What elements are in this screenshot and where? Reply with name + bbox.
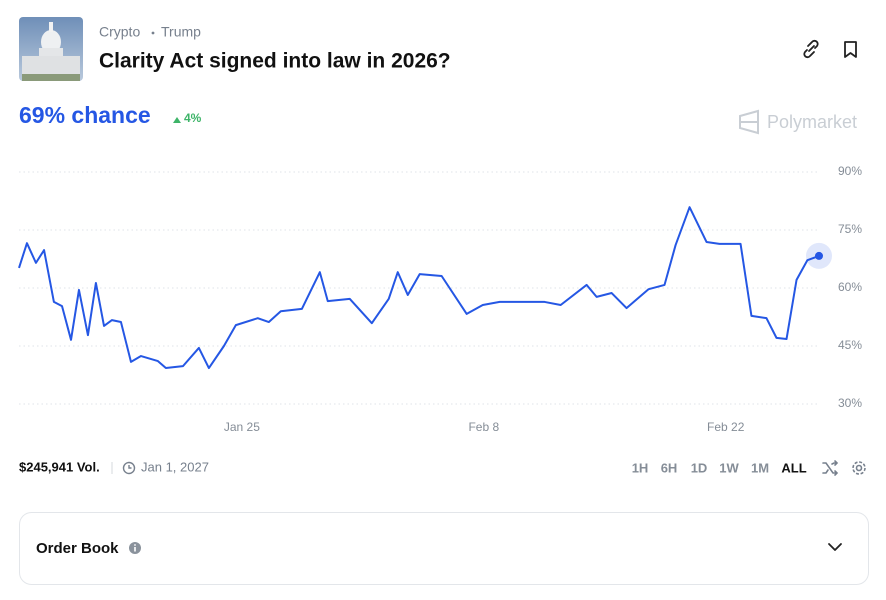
x-tick-label: Feb 22	[707, 420, 745, 434]
chance: 69% chance	[19, 102, 151, 128]
up-arrow	[173, 117, 181, 123]
separator	[151, 31, 155, 35]
compare-button[interactable]	[822, 460, 839, 476]
market-title: Clarity Act signed into law in 2026?	[99, 50, 451, 73]
y-tick-label: 30%	[838, 396, 862, 410]
timeframe-selector: 1H 6H 1D 1W 1M ALL	[632, 460, 807, 475]
order-book-card[interactable]	[19, 512, 869, 585]
y-tick-label: 90%	[838, 164, 862, 178]
watermark: Polymarket	[767, 112, 857, 132]
info-icon	[129, 542, 141, 554]
price-line	[18, 206, 820, 370]
expand-chevron[interactable]	[828, 543, 842, 551]
timeframe-button[interactable]: 1M	[751, 460, 769, 475]
timeframe-button[interactable]: 1W	[719, 460, 739, 475]
tag[interactable]: Trump	[161, 24, 201, 40]
clock-icon	[122, 461, 136, 475]
market-image	[19, 17, 83, 81]
x-tick-label: Feb 8	[468, 420, 499, 434]
y-tick-label: 75%	[838, 222, 862, 236]
chance-change: 4%	[184, 111, 202, 125]
end-date: Jan 1, 2027	[141, 459, 209, 474]
copy-link-button[interactable]	[803, 39, 819, 59]
x-tick-label: Jan 25	[224, 420, 260, 434]
tag[interactable]: Crypto	[99, 24, 140, 40]
bookmark-button[interactable]	[844, 41, 857, 58]
price-chart: 30% 45% 60% 75% 90% Jan 25 Feb 8 Feb 22	[18, 164, 862, 434]
timeframe-button[interactable]: 1D	[691, 460, 708, 475]
timeframe-button[interactable]: ALL	[781, 460, 806, 475]
watermark-logo	[739, 109, 759, 135]
volume: $245,941 Vol.	[19, 459, 100, 474]
timeframe-button[interactable]: 6H	[661, 460, 678, 475]
last-point	[815, 251, 823, 260]
settings-button[interactable]	[852, 461, 866, 475]
timeframe-button[interactable]: 1H	[632, 460, 649, 475]
y-tick-label: 60%	[838, 280, 862, 294]
order-book-title: Order Book	[36, 540, 119, 557]
y-tick-label: 45%	[838, 338, 862, 352]
